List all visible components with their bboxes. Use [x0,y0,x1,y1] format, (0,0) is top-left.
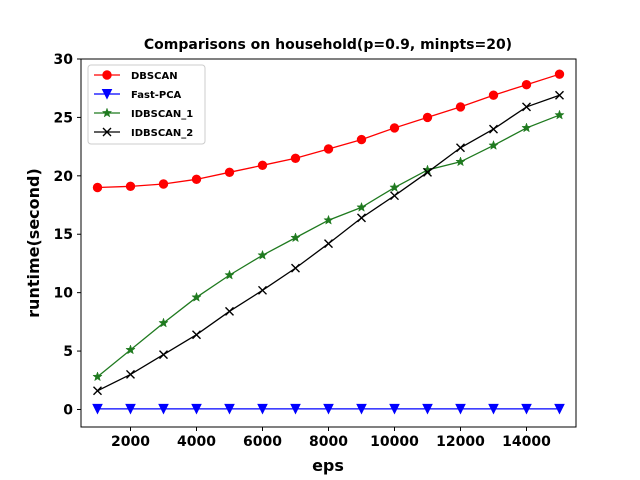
data-point-dbscan [224,167,235,178]
data-point-fast-pca [521,403,532,415]
data-point-fast-pca [257,403,268,415]
data-point-idbscan-2 [423,167,432,177]
series-fast-pca [92,403,565,415]
legend-marker-dbscan [102,70,112,80]
legend-marker-fast-pca [101,89,113,100]
y-axis: 0 5 10 15 20 25 30 [54,52,81,418]
x-tick-label: 10000 [370,434,419,450]
legend-label-fast-pca: Fast-PCA [131,90,182,101]
data-point-fast-pca [191,403,202,415]
legend-label-dbscan: DBSCAN [131,71,178,82]
y-tick-label: 20 [54,169,74,185]
data-point-dbscan [191,174,202,185]
y-tick-label: 30 [54,52,74,68]
data-point-idbscan-1 [257,249,268,260]
y-axis-label: runtime(second) [24,168,43,318]
x-tick-label: 6000 [243,434,282,450]
x-tick-label: 2000 [111,434,150,450]
data-point-idbscan-1 [92,371,103,382]
data-point-idbscan-1 [554,109,565,120]
data-point-idbscan-2 [225,306,234,316]
legend-label-idbscan-2: IDBSCAN_2 [131,128,193,139]
data-point-idbscan-2 [291,263,300,273]
chart-title: Comparisons on household(p=0.9, minpts=2… [144,37,512,53]
data-point-fast-pca [290,403,301,415]
data-point-idbscan-1 [125,344,136,355]
y-tick-label: 5 [63,344,73,360]
data-point-fast-pca [488,403,499,415]
series-dbscan [92,69,565,193]
x-tick-label: 12000 [436,434,485,450]
x-axis: 2000 4000 6000 8000 10000 12000 14000 [111,427,551,450]
data-point-dbscan [125,181,136,192]
data-point-fast-pca [554,403,565,415]
data-point-fast-pca [323,403,334,415]
data-point-fast-pca [422,403,433,415]
x-tick-label: 8000 [309,434,348,450]
legend-marker-idbscan-2 [102,127,112,137]
data-point-fast-pca [389,403,400,415]
data-point-fast-pca [158,403,169,415]
data-point-idbscan-1 [158,317,169,328]
data-point-idbscan-1 [356,201,367,212]
y-tick-label: 10 [54,286,74,302]
y-tick-label: 25 [54,110,73,126]
series-idbscan-2 [93,90,564,396]
data-point-idbscan-2 [522,102,531,112]
data-point-idbscan-2 [324,239,333,249]
y-tick-label: 0 [63,402,73,418]
data-point-dbscan [455,102,466,112]
legend: DBSCAN Fast-PCA IDBSCAN_1 IDBSCAN_2 [87,64,206,145]
data-point-idbscan-1 [389,181,400,192]
data-point-dbscan [290,153,301,164]
data-point-idbscan-1 [323,214,334,225]
plot-area [92,69,565,415]
data-point-idbscan-2 [159,350,168,360]
data-point-dbscan [554,69,565,79]
data-point-idbscan-1 [224,269,235,280]
data-point-dbscan [521,80,532,90]
data-point-dbscan [422,112,433,123]
data-point-idbscan-1 [488,139,499,150]
data-point-idbscan-1 [290,232,301,243]
data-point-dbscan [389,123,400,133]
x-tick-label: 4000 [177,434,216,450]
data-point-fast-pca [92,403,103,415]
x-tick-label: 14000 [502,434,551,450]
data-point-dbscan [356,134,367,145]
data-point-idbscan-2 [126,369,135,379]
data-point-dbscan [323,144,334,154]
data-point-idbscan-2 [555,90,564,100]
legend-box [87,64,206,145]
data-point-idbscan-2 [390,191,399,201]
data-point-idbscan-2 [489,124,498,134]
data-point-idbscan-2 [357,213,366,223]
legend-label-idbscan-1: IDBSCAN_1 [131,109,193,120]
data-point-idbscan-1 [455,156,466,167]
data-point-fast-pca [356,403,367,415]
data-point-idbscan-1 [521,122,532,133]
data-point-dbscan [488,90,499,100]
data-point-dbscan [158,179,169,189]
data-point-fast-pca [224,403,235,415]
data-point-idbscan-1 [191,291,202,302]
data-point-idbscan-2 [192,330,201,340]
y-tick-label: 15 [54,227,73,243]
data-point-dbscan [92,182,103,193]
data-point-fast-pca [125,403,136,415]
legend-marker-idbscan-1 [101,107,113,118]
data-point-idbscan-2 [258,285,267,295]
data-point-dbscan [257,160,268,171]
x-axis-label: eps [312,456,344,475]
data-point-idbscan-2 [93,386,102,396]
data-point-idbscan-2 [456,143,465,153]
data-point-fast-pca [455,403,466,415]
